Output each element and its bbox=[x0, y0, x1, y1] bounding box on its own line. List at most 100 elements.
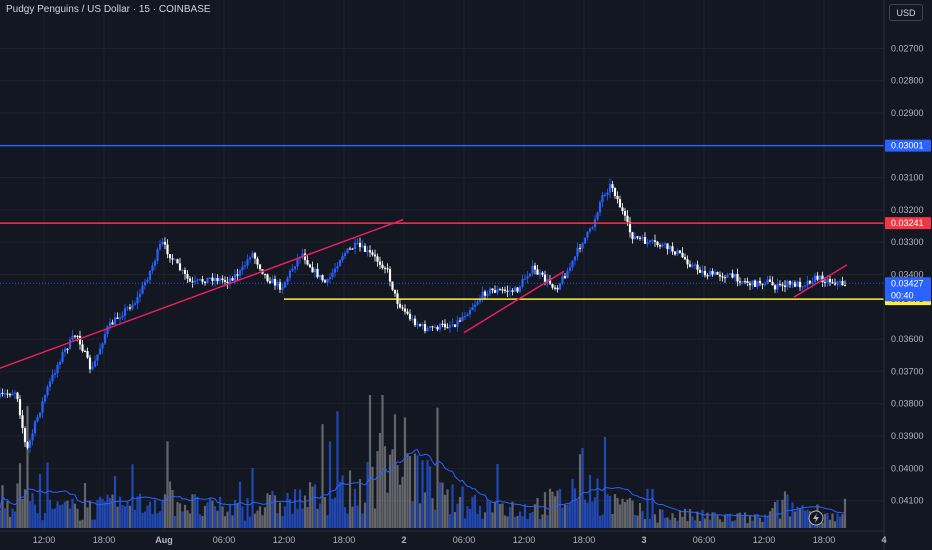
candle-body bbox=[758, 280, 762, 284]
volume-bar bbox=[703, 518, 707, 528]
volume-bar bbox=[308, 482, 312, 528]
candle-body bbox=[56, 364, 59, 374]
candle-body bbox=[88, 357, 92, 370]
volume-bar bbox=[671, 513, 674, 528]
candle-body bbox=[338, 260, 342, 267]
volume-bar bbox=[431, 498, 434, 528]
candle-body bbox=[91, 366, 94, 370]
volume-bar bbox=[566, 504, 569, 528]
candle-body bbox=[468, 310, 472, 315]
candle-body bbox=[331, 272, 334, 278]
volume-bar bbox=[676, 520, 679, 528]
candle-body bbox=[368, 250, 372, 253]
volume-bar bbox=[156, 513, 159, 528]
candle-body bbox=[378, 261, 382, 265]
volume-bar bbox=[616, 498, 619, 528]
candle-body bbox=[561, 276, 564, 284]
volume-bar bbox=[786, 494, 789, 528]
volume-bar bbox=[273, 495, 277, 528]
volume-bar bbox=[581, 447, 584, 528]
volume-bar bbox=[526, 519, 529, 528]
volume-bar bbox=[53, 508, 57, 528]
volume-bar bbox=[63, 501, 67, 528]
price-tag-0.03241: 0.03241 bbox=[891, 218, 924, 228]
volume-bar bbox=[843, 498, 847, 528]
candle-body bbox=[723, 277, 727, 279]
candle-body bbox=[511, 290, 514, 292]
candle-body bbox=[808, 280, 812, 284]
volume-bar bbox=[176, 502, 179, 528]
candle-body bbox=[761, 283, 764, 285]
volume-bar bbox=[158, 511, 162, 528]
candle-body bbox=[816, 275, 819, 280]
volume-bar bbox=[476, 513, 479, 528]
candle-body bbox=[218, 278, 222, 282]
volume-bar bbox=[403, 417, 407, 528]
volume-bar bbox=[571, 478, 574, 528]
candle-body bbox=[3, 393, 7, 395]
volume-bar bbox=[396, 464, 399, 528]
candle-body bbox=[156, 249, 159, 261]
candle-body bbox=[531, 265, 534, 274]
candle-body bbox=[533, 265, 537, 270]
volume-bar bbox=[733, 520, 737, 528]
candle-body bbox=[26, 442, 29, 448]
volume-bar bbox=[348, 470, 352, 528]
volume-bar bbox=[778, 518, 782, 528]
volume-bar bbox=[211, 500, 214, 528]
candle-body bbox=[656, 241, 659, 246]
volume-bar bbox=[288, 499, 292, 528]
candle-body bbox=[433, 326, 437, 328]
candle-body bbox=[163, 241, 167, 245]
volume-bar bbox=[26, 406, 29, 528]
volume-bar bbox=[838, 516, 842, 528]
volume-bar bbox=[661, 509, 664, 528]
candle-body bbox=[358, 242, 362, 248]
candle-body bbox=[641, 237, 644, 239]
volume-bar bbox=[841, 514, 844, 528]
candle-body bbox=[243, 265, 247, 267]
candle-body bbox=[413, 318, 417, 326]
candle-body bbox=[631, 232, 634, 240]
candle-body bbox=[231, 278, 234, 281]
candle-body bbox=[581, 243, 584, 249]
candle-body bbox=[348, 248, 352, 250]
candle-body bbox=[246, 259, 249, 266]
volume-bar bbox=[286, 492, 289, 528]
volume-bar bbox=[128, 505, 132, 528]
candle-body bbox=[68, 339, 72, 349]
volume-bar bbox=[488, 501, 492, 528]
candle-body bbox=[126, 307, 129, 309]
candle-body bbox=[386, 268, 389, 270]
currency-button[interactable]: USD bbox=[889, 4, 923, 21]
candle-body bbox=[508, 290, 512, 292]
candle-body bbox=[798, 281, 802, 288]
volume-bar bbox=[428, 466, 432, 528]
price-axis bbox=[884, 0, 932, 550]
candle-body bbox=[216, 278, 219, 282]
candle-body bbox=[51, 374, 54, 382]
candle-body bbox=[728, 273, 732, 275]
candle-body bbox=[58, 361, 62, 365]
candle-body bbox=[151, 265, 154, 271]
candle-body bbox=[463, 316, 467, 318]
candle-body bbox=[651, 240, 654, 242]
volume-bar bbox=[538, 519, 542, 528]
volume-bar bbox=[436, 407, 439, 528]
time-tick-label: 12:00 bbox=[33, 535, 56, 545]
volume-bar bbox=[206, 502, 209, 528]
volume-bar bbox=[833, 521, 837, 528]
candle-body bbox=[406, 311, 409, 314]
volume-bar bbox=[71, 498, 74, 528]
candle-body bbox=[663, 243, 667, 245]
volume-bar bbox=[731, 521, 734, 528]
candle-body bbox=[316, 268, 319, 278]
volume-bar bbox=[296, 508, 299, 528]
volume-bar bbox=[456, 503, 459, 528]
price-tick-label: 0.03100 bbox=[891, 173, 924, 183]
price-tick-label: 0.02800 bbox=[891, 76, 924, 86]
candle-body bbox=[633, 236, 637, 240]
volume-bar bbox=[721, 521, 724, 528]
volume-bar bbox=[723, 515, 727, 528]
